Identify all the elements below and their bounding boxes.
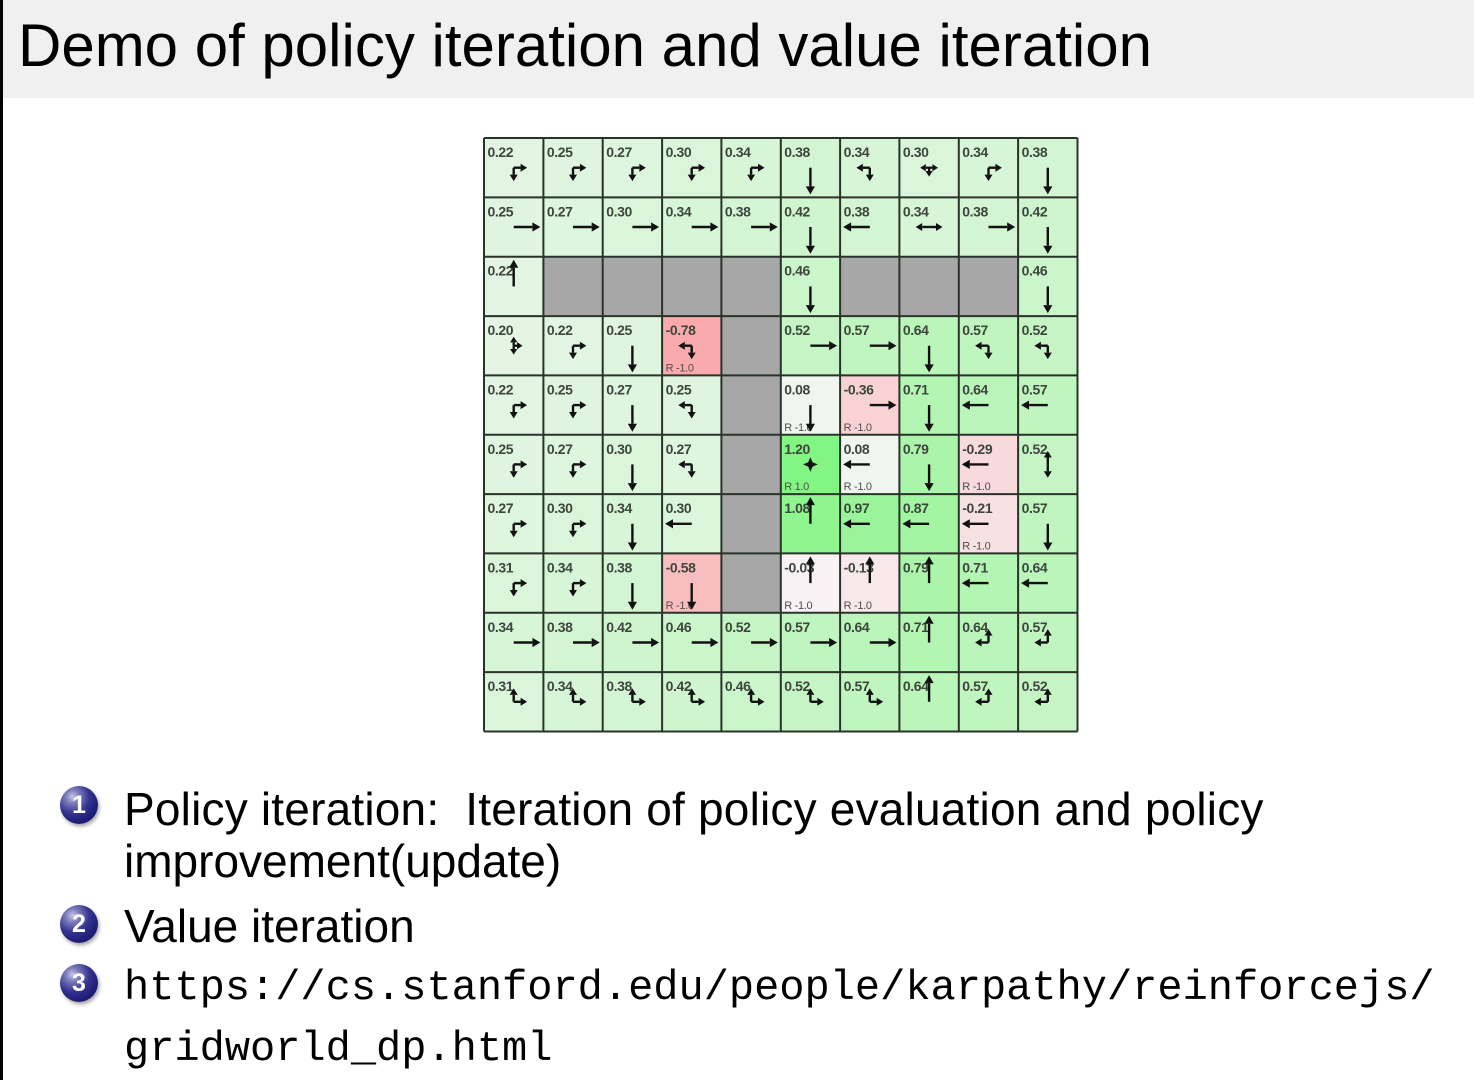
svg-text:R -1.0: R -1.0 — [844, 422, 872, 434]
svg-text:-0.29: -0.29 — [962, 441, 993, 457]
svg-text:0.97: 0.97 — [844, 500, 870, 516]
svg-text:0.20: 0.20 — [488, 322, 514, 338]
svg-text:-0.36: -0.36 — [844, 381, 875, 397]
svg-text:0.38: 0.38 — [962, 203, 988, 219]
svg-text:-0.78: -0.78 — [666, 322, 697, 338]
svg-text:0.25: 0.25 — [606, 322, 632, 338]
svg-text:0.46: 0.46 — [725, 678, 751, 694]
svg-text:0.34: 0.34 — [844, 144, 870, 160]
svg-text:0.38: 0.38 — [725, 203, 751, 219]
svg-text:0.71: 0.71 — [962, 559, 988, 575]
svg-text:0.08: 0.08 — [784, 381, 810, 397]
svg-text:0.22: 0.22 — [488, 144, 514, 160]
svg-text:R -1.0: R -1.0 — [784, 422, 812, 434]
svg-text:0.08: 0.08 — [844, 441, 870, 457]
svg-text:0.87: 0.87 — [903, 500, 929, 516]
svg-text:0.71: 0.71 — [903, 619, 929, 635]
svg-text:0.64: 0.64 — [903, 678, 929, 694]
svg-text:-0.21: -0.21 — [962, 500, 993, 516]
svg-text:0.30: 0.30 — [666, 144, 692, 160]
svg-text:0.34: 0.34 — [666, 203, 692, 219]
svg-text:0.42: 0.42 — [784, 203, 810, 219]
svg-text:0.79: 0.79 — [903, 441, 929, 457]
svg-text:0.34: 0.34 — [962, 144, 988, 160]
svg-text:0.27: 0.27 — [666, 441, 692, 457]
svg-text:0.71: 0.71 — [903, 381, 929, 397]
svg-text:0.30: 0.30 — [606, 203, 632, 219]
svg-text:0.38: 0.38 — [606, 559, 632, 575]
svg-text:0.22: 0.22 — [488, 263, 514, 279]
svg-text:0.46: 0.46 — [784, 263, 810, 279]
svg-text:0.52: 0.52 — [1022, 322, 1048, 338]
svg-text:0.52: 0.52 — [725, 619, 751, 635]
svg-text:0.57: 0.57 — [844, 678, 870, 694]
svg-text:0.25: 0.25 — [666, 381, 692, 397]
svg-text:0.42: 0.42 — [666, 678, 692, 694]
svg-text:0.30: 0.30 — [547, 500, 573, 516]
svg-text:0.57: 0.57 — [844, 322, 870, 338]
svg-text:0.22: 0.22 — [488, 381, 514, 397]
svg-text:R -1.0: R -1.0 — [666, 600, 694, 612]
svg-text:0.64: 0.64 — [1022, 559, 1048, 575]
svg-text:0.57: 0.57 — [1022, 381, 1048, 397]
svg-text:0.57: 0.57 — [962, 322, 988, 338]
svg-text:0.34: 0.34 — [725, 144, 751, 160]
svg-text:0.25: 0.25 — [547, 144, 573, 160]
svg-text:0.57: 0.57 — [784, 619, 810, 635]
svg-text:R -1.0: R -1.0 — [962, 481, 990, 493]
svg-text:R -1.0: R -1.0 — [844, 481, 872, 493]
svg-text:0.38: 0.38 — [1022, 144, 1048, 160]
svg-text:R -1.0: R -1.0 — [666, 362, 694, 374]
svg-text:0.34: 0.34 — [488, 619, 514, 635]
svg-text:0.27: 0.27 — [606, 381, 632, 397]
svg-text:R -1.0: R -1.0 — [784, 600, 812, 612]
svg-text:0.38: 0.38 — [844, 203, 870, 219]
svg-text:0.27: 0.27 — [606, 144, 632, 160]
svg-text:0.25: 0.25 — [488, 203, 514, 219]
svg-text:0.79: 0.79 — [903, 559, 929, 575]
svg-text:0.57: 0.57 — [962, 678, 988, 694]
svg-text:0.64: 0.64 — [962, 381, 988, 397]
svg-text:R 1.0: R 1.0 — [784, 481, 809, 493]
svg-text:0.27: 0.27 — [488, 500, 514, 516]
svg-text:0.22: 0.22 — [547, 322, 573, 338]
svg-text:0.57: 0.57 — [1022, 619, 1048, 635]
svg-text:0.64: 0.64 — [962, 619, 988, 635]
svg-text:R -1.0: R -1.0 — [962, 541, 990, 553]
svg-text:0.42: 0.42 — [606, 619, 632, 635]
svg-text:0.57: 0.57 — [1022, 500, 1048, 516]
svg-text:0.34: 0.34 — [606, 500, 632, 516]
svg-text:0.52: 0.52 — [784, 678, 810, 694]
svg-text:0.27: 0.27 — [547, 441, 573, 457]
svg-text:0.64: 0.64 — [903, 322, 929, 338]
svg-text:0.31: 0.31 — [488, 678, 514, 694]
svg-text:0.42: 0.42 — [1022, 203, 1048, 219]
svg-text:0.38: 0.38 — [547, 619, 573, 635]
svg-text:0.25: 0.25 — [488, 441, 514, 457]
svg-text:0.27: 0.27 — [547, 203, 573, 219]
svg-text:0.52: 0.52 — [1022, 678, 1048, 694]
svg-text:0.52: 0.52 — [1022, 441, 1048, 457]
svg-text:0.38: 0.38 — [606, 678, 632, 694]
svg-text:0.34: 0.34 — [903, 203, 929, 219]
svg-text:R -1.0: R -1.0 — [844, 600, 872, 612]
svg-text:0.25: 0.25 — [547, 381, 573, 397]
svg-text:0.46: 0.46 — [666, 619, 692, 635]
svg-text:0.64: 0.64 — [844, 619, 870, 635]
svg-text:0.30: 0.30 — [903, 144, 929, 160]
svg-text:0.34: 0.34 — [547, 678, 573, 694]
svg-text:1.08: 1.08 — [784, 500, 810, 516]
svg-text:0.52: 0.52 — [784, 322, 810, 338]
svg-text:0.31: 0.31 — [488, 559, 514, 575]
svg-text:0.46: 0.46 — [1022, 263, 1048, 279]
svg-text:-0.58: -0.58 — [666, 559, 697, 575]
svg-text:0.30: 0.30 — [606, 441, 632, 457]
svg-text:0.30: 0.30 — [666, 500, 692, 516]
svg-text:0.34: 0.34 — [547, 559, 573, 575]
svg-text:0.38: 0.38 — [784, 144, 810, 160]
svg-text:1.20: 1.20 — [784, 441, 810, 457]
